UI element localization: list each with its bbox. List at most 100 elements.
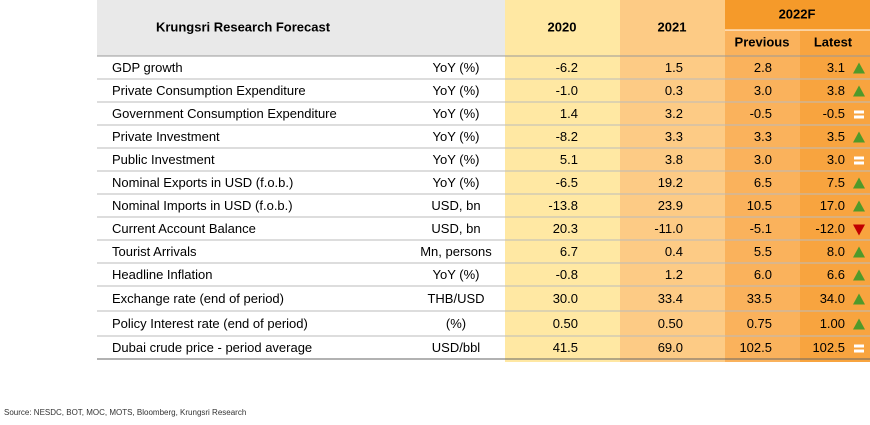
cell-2020: 20.3 — [553, 221, 578, 236]
cell-previous: 2.8 — [754, 60, 772, 75]
cell-2020: 5.1 — [560, 152, 578, 167]
row-label: Policy Interest rate (end of period) — [112, 316, 308, 331]
trend-up-icon — [853, 85, 865, 97]
cell-previous: 102.5 — [739, 340, 772, 355]
cell-2020: -6.2 — [556, 60, 578, 75]
cell-previous: 10.5 — [747, 198, 772, 213]
row-label: Dubai crude price - period average — [112, 340, 312, 355]
cell-2020: 0.50 — [553, 316, 578, 331]
trend-up-icon — [853, 200, 865, 212]
row-unit: USD/bbl — [432, 340, 481, 355]
trend-up-icon — [853, 318, 865, 330]
trend-up-icon — [853, 177, 865, 189]
table-title: Krungsri Research Forecast — [156, 19, 331, 34]
row-unit: (%) — [446, 316, 466, 331]
cell-previous: 3.3 — [754, 129, 772, 144]
cell-2020: -8.2 — [556, 129, 578, 144]
row-label: Tourist Arrivals — [112, 244, 197, 259]
row-label: Nominal Imports in USD (f.o.b.) — [112, 198, 293, 213]
row-unit: USD, bn — [431, 198, 480, 213]
row-label: Headline Inflation — [112, 267, 212, 282]
row-label: Government Consumption Expenditure — [112, 106, 337, 121]
cell-latest: 102.5 — [812, 340, 845, 355]
row-label: Nominal Exports in USD (f.o.b.) — [112, 175, 293, 190]
cell-2021: -11.0 — [654, 221, 683, 236]
col-header: 2020 — [548, 19, 577, 34]
cell-2021: 69.0 — [658, 340, 683, 355]
col-previous-bg — [725, 0, 800, 362]
trend-flat-icon — [854, 110, 864, 114]
cell-latest: 3.8 — [827, 83, 845, 98]
row-label: Exchange rate (end of period) — [112, 291, 284, 306]
trend-flat-icon — [854, 156, 864, 160]
row-unit: YoY (%) — [433, 152, 480, 167]
cell-latest: 7.5 — [827, 175, 845, 190]
col-header: 2021 — [658, 19, 687, 34]
trend-flat-icon — [854, 349, 864, 353]
row-label: GDP growth — [112, 60, 183, 75]
row-unit: YoY (%) — [433, 175, 480, 190]
row-unit: Mn, persons — [420, 244, 492, 259]
trend-up-icon — [853, 62, 865, 74]
cell-2021: 33.4 — [658, 291, 683, 306]
cell-2021: 0.3 — [665, 83, 683, 98]
row-unit: YoY (%) — [433, 129, 480, 144]
cell-2021: 3.2 — [665, 106, 683, 121]
row-label: Public Investment — [112, 152, 215, 167]
row-unit: YoY (%) — [433, 106, 480, 121]
header-bg — [97, 0, 505, 56]
trend-flat-icon — [854, 115, 864, 119]
cell-latest: 34.0 — [820, 291, 845, 306]
trend-flat-icon — [854, 161, 864, 165]
col-header: 2022F — [779, 6, 816, 21]
cell-latest: 6.6 — [827, 267, 845, 282]
sub-header: Previous — [735, 34, 790, 49]
trend-flat-icon — [854, 344, 864, 348]
row-unit: YoY (%) — [433, 60, 480, 75]
cell-previous: 3.0 — [754, 152, 772, 167]
row-unit: YoY (%) — [433, 267, 480, 282]
cell-latest: 1.00 — [820, 316, 845, 331]
cell-latest: 8.0 — [827, 244, 845, 259]
cell-2021: 3.8 — [665, 152, 683, 167]
cell-previous: -0.5 — [750, 106, 772, 121]
cell-2021: 19.2 — [658, 175, 683, 190]
trend-down-icon — [853, 224, 865, 236]
cell-2020: -1.0 — [556, 83, 578, 98]
cell-latest: 3.1 — [827, 60, 845, 75]
cell-previous: 33.5 — [747, 291, 772, 306]
row-label: Private Investment — [112, 129, 220, 144]
cell-2020: -13.8 — [548, 198, 578, 213]
cell-2020: 1.4 — [560, 106, 578, 121]
trend-up-icon — [853, 131, 865, 143]
cell-2021: 1.5 — [665, 60, 683, 75]
cell-latest: 17.0 — [820, 198, 845, 213]
cell-2020: -0.8 — [556, 267, 578, 282]
cell-2021: 1.2 — [665, 267, 683, 282]
cell-latest: -0.5 — [823, 106, 845, 121]
source-note: Source: NESDC, BOT, MOC, MOTS, Bloomberg… — [4, 408, 246, 417]
cell-previous: 5.5 — [754, 244, 772, 259]
cell-2021: 3.3 — [665, 129, 683, 144]
row-label: Private Consumption Expenditure — [112, 83, 306, 98]
cell-previous: 6.5 — [754, 175, 772, 190]
row-label: Current Account Balance — [112, 221, 256, 236]
sub-header: Latest — [814, 34, 853, 49]
cell-2020: 30.0 — [553, 291, 578, 306]
cell-previous: -5.1 — [750, 221, 772, 236]
cell-2021: 0.50 — [658, 316, 683, 331]
cell-2021: 23.9 — [658, 198, 683, 213]
row-unit: USD, bn — [431, 221, 480, 236]
col-2021-bg — [620, 0, 725, 362]
cell-previous: 0.75 — [747, 316, 772, 331]
trend-up-icon — [853, 246, 865, 258]
trend-up-icon — [853, 293, 865, 305]
cell-previous: 3.0 — [754, 83, 772, 98]
cell-previous: 6.0 — [754, 267, 772, 282]
cell-latest: -12.0 — [815, 221, 845, 236]
cell-latest: 3.5 — [827, 129, 845, 144]
cell-2020: 41.5 — [553, 340, 578, 355]
cell-2020: -6.5 — [556, 175, 578, 190]
